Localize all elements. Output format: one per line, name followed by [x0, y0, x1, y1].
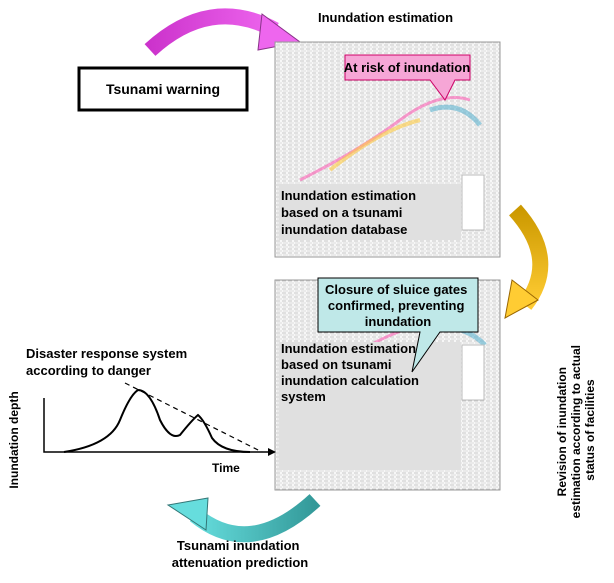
text-line: confirmed, preventing: [328, 298, 465, 313]
revision-label: Revision of inundation estimation accord…: [555, 342, 597, 519]
text-line: system: [281, 389, 326, 404]
text-line: Disaster response system: [26, 346, 187, 361]
text-line: Inundation estimation: [281, 341, 416, 356]
text-line: attenuation prediction: [172, 555, 309, 570]
warning: Tsunami warning: [106, 81, 220, 97]
x-axis-label: Time: [212, 461, 240, 475]
text-line: inundation calculation: [281, 373, 419, 388]
text-line: Closure of sluice gates: [325, 282, 467, 297]
arrow-bottom: [168, 498, 315, 534]
text-line: according to danger: [26, 363, 151, 378]
text-line: Inundation estimation: [281, 188, 416, 203]
graph: [44, 383, 276, 456]
text-line: Tsunami inundation: [177, 538, 300, 553]
text-line: based on a tsunami: [281, 205, 402, 220]
text-line: estimation according to actual: [569, 345, 583, 518]
y-axis-label: Inundation depth: [7, 391, 21, 488]
text-line: inundation: [365, 314, 431, 329]
map1-caption: Inundation estimation based on a tsunami…: [281, 188, 420, 237]
text-line: status of facilities: [583, 379, 597, 481]
diagram: Inundation estimation Tsunami warning At…: [0, 0, 614, 583]
bottom-label: Tsunami inundation attenuation predictio…: [172, 538, 309, 570]
text-line: Revision of inundation: [555, 367, 569, 496]
arrow-right: [505, 210, 540, 318]
top-label: Inundation estimation: [318, 10, 453, 25]
risk-text: At risk of inundation: [344, 60, 470, 75]
response-label: Disaster response system according to da…: [26, 346, 191, 378]
text-line: based on tsunami: [281, 357, 392, 372]
text-line: inundation database: [281, 222, 407, 237]
